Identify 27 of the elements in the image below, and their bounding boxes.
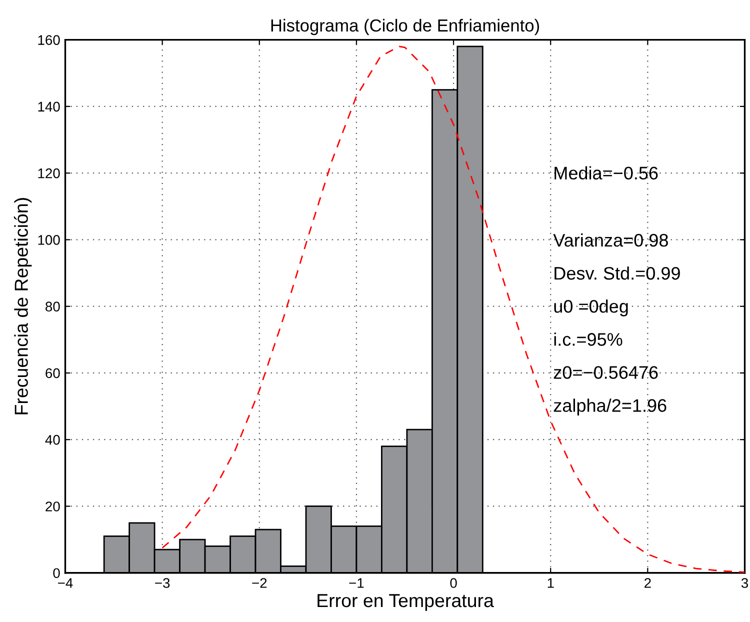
x-tick-label: −3 <box>155 578 170 588</box>
y-tick-label: 160 <box>38 35 60 45</box>
annotation: z0=−0.56476 <box>554 366 658 379</box>
y-tick-label: 20 <box>46 502 60 512</box>
chart-title: Histograma (Ciclo de Enfriamiento) <box>271 18 540 36</box>
y-axis-title: Frecuencia de Repetición) <box>14 198 32 414</box>
x-tick-label: 0 <box>450 578 457 588</box>
x-tick-label: −2 <box>252 578 267 588</box>
annotation: Media=−0.56 <box>554 166 658 180</box>
y-tick-label: 40 <box>45 434 60 445</box>
y-tick-label: 120 <box>38 168 60 178</box>
y-tick-label: 0 <box>53 568 60 578</box>
x-tick-label: −1 <box>349 578 364 588</box>
x-tick-label: 2 <box>644 578 651 588</box>
annotation: zalpha/2=1.96 <box>554 398 666 416</box>
y-tick-label: 80 <box>46 302 60 312</box>
annotation: u0 =0deg <box>554 300 628 316</box>
y-tick-label: 140 <box>38 102 60 112</box>
x-axis-title: Error en Temperatura <box>318 594 494 611</box>
y-tick-label: 100 <box>38 235 60 245</box>
annotation: i.c.=95% <box>554 332 622 346</box>
y-tick-label: 60 <box>46 368 60 378</box>
annotation: Varianza=0.98 <box>553 233 668 247</box>
x-tick-label: 1 <box>548 578 554 588</box>
x-tick-label: 3 <box>741 578 748 588</box>
x-tick-label: −4 <box>58 578 73 588</box>
annotation: Desv. Std.=0.99 <box>554 266 680 280</box>
